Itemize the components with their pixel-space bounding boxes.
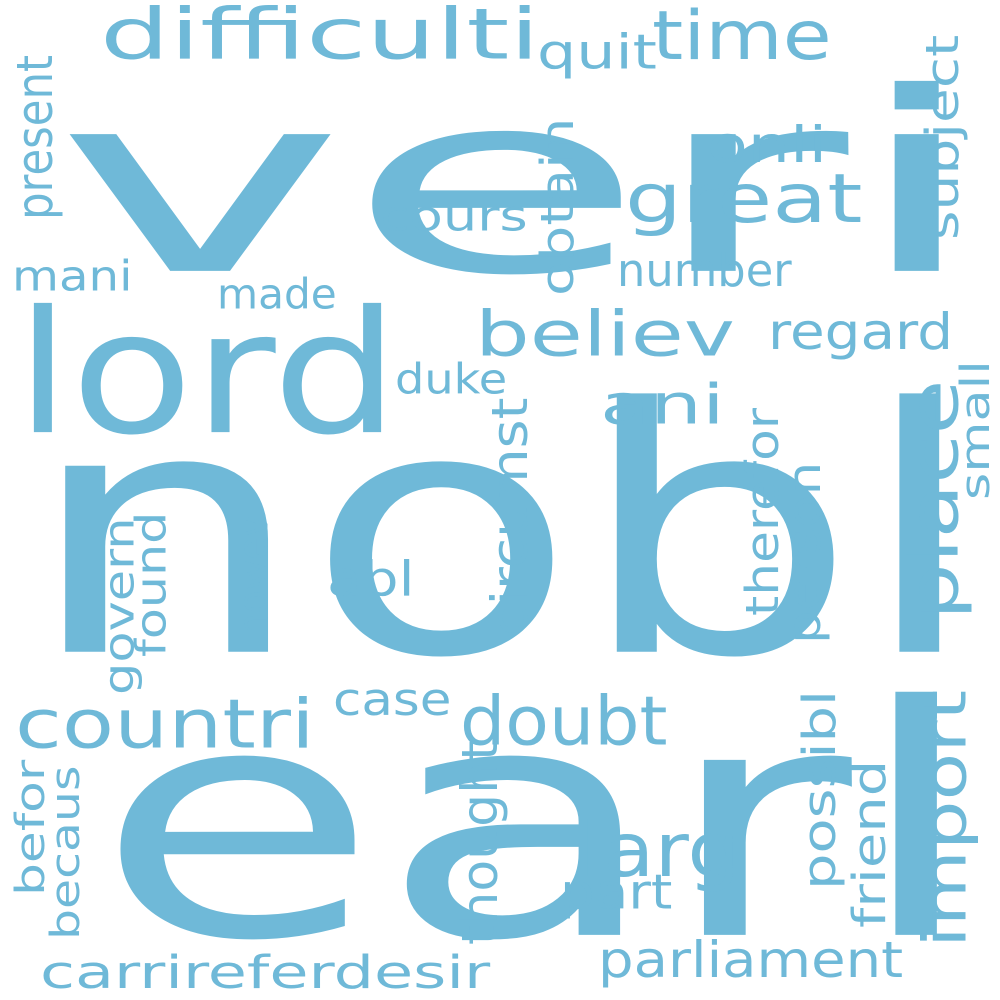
word-case: case xyxy=(333,673,452,726)
word-veri: veri xyxy=(55,39,985,331)
word-thought: thought xyxy=(451,740,509,945)
word-subject: subject xyxy=(916,34,969,240)
word-earl: earl xyxy=(95,638,981,1000)
word-ani: ani xyxy=(600,372,725,437)
word-person: person xyxy=(778,461,831,644)
word-regard: regard xyxy=(768,303,954,361)
word-small: small xyxy=(951,360,999,500)
word-made: made xyxy=(217,269,337,319)
word-great: great xyxy=(625,159,863,239)
word-howev: howev xyxy=(228,514,278,637)
word-nobl: nobl xyxy=(25,336,981,733)
word-becaus: becaus xyxy=(41,765,89,940)
word-lord: lord xyxy=(15,275,400,474)
word-obtain: obtain xyxy=(531,117,584,296)
word-mani: mani xyxy=(12,251,133,301)
word-cours: cours xyxy=(380,191,528,241)
word-parliament: parliament xyxy=(598,931,904,989)
word-import: import xyxy=(909,689,981,948)
word-believ: believ xyxy=(475,297,735,371)
word-carrireferdesir: carrireferdesir xyxy=(40,946,491,999)
word-possibl: possibl xyxy=(793,690,846,890)
word-onli: onli xyxy=(707,116,828,174)
word-part: part xyxy=(560,863,673,921)
word-doubt: doubt xyxy=(460,681,668,761)
word-larg: larg xyxy=(580,806,741,895)
word-present: present xyxy=(6,54,64,221)
word-circumst: circumst xyxy=(481,397,539,636)
word-number: number xyxy=(617,244,792,297)
word-govern: govern xyxy=(94,517,144,695)
word-abl: abl xyxy=(327,550,415,608)
word-time: time xyxy=(652,0,832,76)
word-friend: friend xyxy=(843,759,896,928)
word-quit: quit xyxy=(537,24,657,80)
word-difficulti: difficulti xyxy=(100,0,540,76)
word-duke: duke xyxy=(395,354,508,404)
word-countri: countri xyxy=(15,684,315,764)
